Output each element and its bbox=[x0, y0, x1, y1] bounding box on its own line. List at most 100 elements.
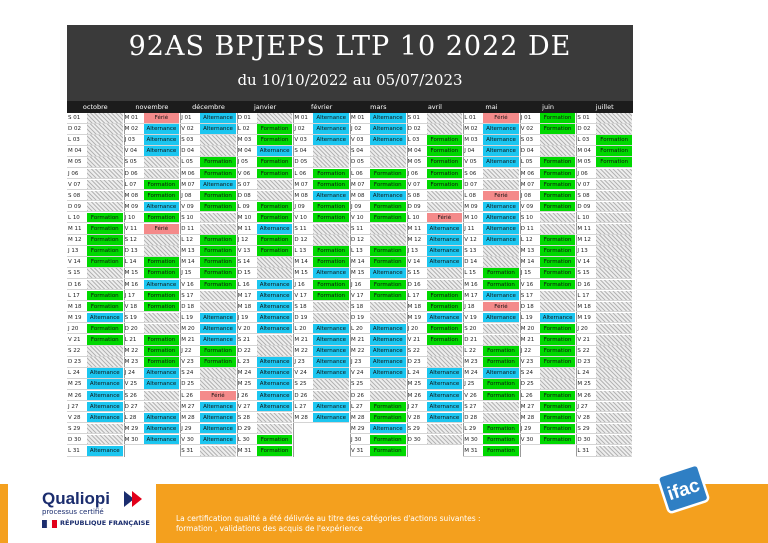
day-label: S 10 bbox=[180, 213, 201, 224]
day-label: V 12 bbox=[463, 235, 484, 246]
day-label: V 10 bbox=[293, 213, 314, 224]
day-label: D 29 bbox=[236, 424, 257, 435]
weekend-cell bbox=[256, 190, 293, 202]
day-label: V 04 bbox=[123, 146, 144, 157]
month-divider bbox=[576, 113, 578, 457]
activity-cell: Formation bbox=[256, 135, 293, 146]
day-label: M 13 bbox=[180, 246, 201, 257]
day-label: V 14 bbox=[576, 257, 597, 268]
day-label: M 04 bbox=[67, 146, 87, 157]
day-label: M 18 bbox=[406, 302, 427, 313]
activity-cell: Alternance bbox=[483, 312, 519, 324]
day-label: J 10 bbox=[123, 213, 144, 224]
weekend-cell bbox=[596, 124, 632, 135]
weekend-cell bbox=[256, 113, 293, 124]
day-label: J 18 bbox=[463, 302, 484, 313]
activity-cell: Alternance bbox=[87, 390, 123, 401]
day-label: V 23 bbox=[519, 357, 540, 368]
day-label: M 21 bbox=[519, 335, 540, 346]
day-label: J 29 bbox=[180, 424, 201, 435]
activity-cell: Formation bbox=[539, 346, 576, 357]
day-label: D 18 bbox=[180, 302, 201, 313]
weekend-cell bbox=[87, 434, 123, 446]
activity-cell: Férié bbox=[483, 190, 519, 202]
day-label: J 22 bbox=[519, 346, 540, 357]
day-label: D 06 bbox=[123, 169, 144, 179]
day-label: V 03 bbox=[293, 135, 314, 146]
activity-cell: Formation bbox=[539, 201, 576, 213]
day-label: J 15 bbox=[519, 268, 540, 279]
weekend-cell bbox=[370, 224, 406, 235]
activity-cell: Alternance bbox=[483, 157, 519, 168]
day-label: L 14 bbox=[123, 257, 144, 268]
activity-cell: Formation bbox=[87, 290, 123, 302]
activity-cell: Formation bbox=[483, 379, 519, 390]
weekend-cell bbox=[256, 335, 293, 346]
activity-cell: Alternance bbox=[143, 124, 180, 135]
day-label: L 31 bbox=[67, 446, 87, 457]
day-label: M 19 bbox=[576, 313, 597, 324]
weekend-cell bbox=[426, 279, 463, 290]
activity-cell: Alternance bbox=[200, 312, 236, 324]
weekend-cell bbox=[143, 157, 180, 168]
day-label: M 26 bbox=[67, 391, 87, 401]
activity-cell: Formation bbox=[539, 168, 576, 179]
day-label: L 20 bbox=[293, 324, 314, 335]
day-label: L 03 bbox=[67, 135, 87, 146]
weekend-cell bbox=[87, 268, 123, 279]
activity-cell: Alternance bbox=[256, 390, 293, 401]
day-label: J 19 bbox=[236, 313, 257, 324]
weekend-cell bbox=[596, 446, 632, 457]
activity-cell: Férié bbox=[143, 224, 180, 235]
day-label: J 16 bbox=[350, 280, 370, 290]
activity-cell: Alternance bbox=[426, 224, 463, 235]
activity-cell: Alternance bbox=[426, 235, 463, 246]
weekend-cell bbox=[426, 124, 463, 135]
day-label: D 11 bbox=[180, 224, 201, 235]
weekend-cell bbox=[370, 146, 406, 157]
weekend-cell bbox=[596, 235, 632, 246]
activity-cell: Alternance bbox=[426, 368, 463, 379]
day-label: L 13 bbox=[293, 246, 314, 257]
day-label: M 11 bbox=[406, 224, 427, 235]
day-label: D 16 bbox=[576, 280, 597, 290]
weekend-cell bbox=[87, 113, 123, 124]
day-label: D 28 bbox=[463, 413, 484, 424]
day-label: S 11 bbox=[350, 224, 370, 235]
activity-cell: Alternance bbox=[200, 179, 236, 191]
weekend-cell bbox=[596, 423, 632, 435]
day-label: J 20 bbox=[67, 324, 87, 335]
day-label: L 31 bbox=[576, 446, 597, 457]
weekend-cell bbox=[596, 179, 632, 191]
activity-cell: Formation bbox=[313, 279, 349, 290]
certification-text: La certification qualité a été délivrée … bbox=[176, 514, 481, 533]
day-label: L 05 bbox=[519, 157, 540, 168]
day-label: S 17 bbox=[519, 291, 540, 302]
day-label: M 15 bbox=[350, 268, 370, 279]
weekend-cell bbox=[483, 401, 519, 413]
activity-cell: Formation bbox=[370, 212, 406, 224]
day-label: J 09 bbox=[350, 202, 370, 213]
day-label: M 14 bbox=[293, 257, 314, 268]
activity-cell: Alternance bbox=[313, 113, 349, 124]
day-label: M 21 bbox=[350, 335, 370, 346]
month-header: décembre bbox=[180, 101, 237, 113]
activity-cell: Alternance bbox=[200, 412, 236, 424]
day-label: M 14 bbox=[180, 257, 201, 268]
weekend-cell bbox=[200, 146, 236, 157]
weekend-cell bbox=[596, 301, 632, 313]
activity-cell: Alternance bbox=[370, 346, 406, 357]
activity-cell: Formation bbox=[539, 246, 576, 257]
activity-cell: Alternance bbox=[370, 368, 406, 379]
day-label: M 28 bbox=[519, 413, 540, 424]
day-label: M 14 bbox=[519, 257, 540, 268]
activity-cell: Alternance bbox=[483, 135, 519, 146]
activity-cell: Alternance bbox=[483, 235, 519, 246]
activity-cell: Alternance bbox=[426, 401, 463, 413]
day-label: V 19 bbox=[463, 313, 484, 324]
day-label: D 09 bbox=[576, 202, 597, 213]
day-label: S 21 bbox=[236, 335, 257, 346]
activity-cell: Alternance bbox=[313, 135, 349, 146]
day-label: J 06 bbox=[576, 169, 597, 179]
weekend-cell bbox=[313, 146, 349, 157]
